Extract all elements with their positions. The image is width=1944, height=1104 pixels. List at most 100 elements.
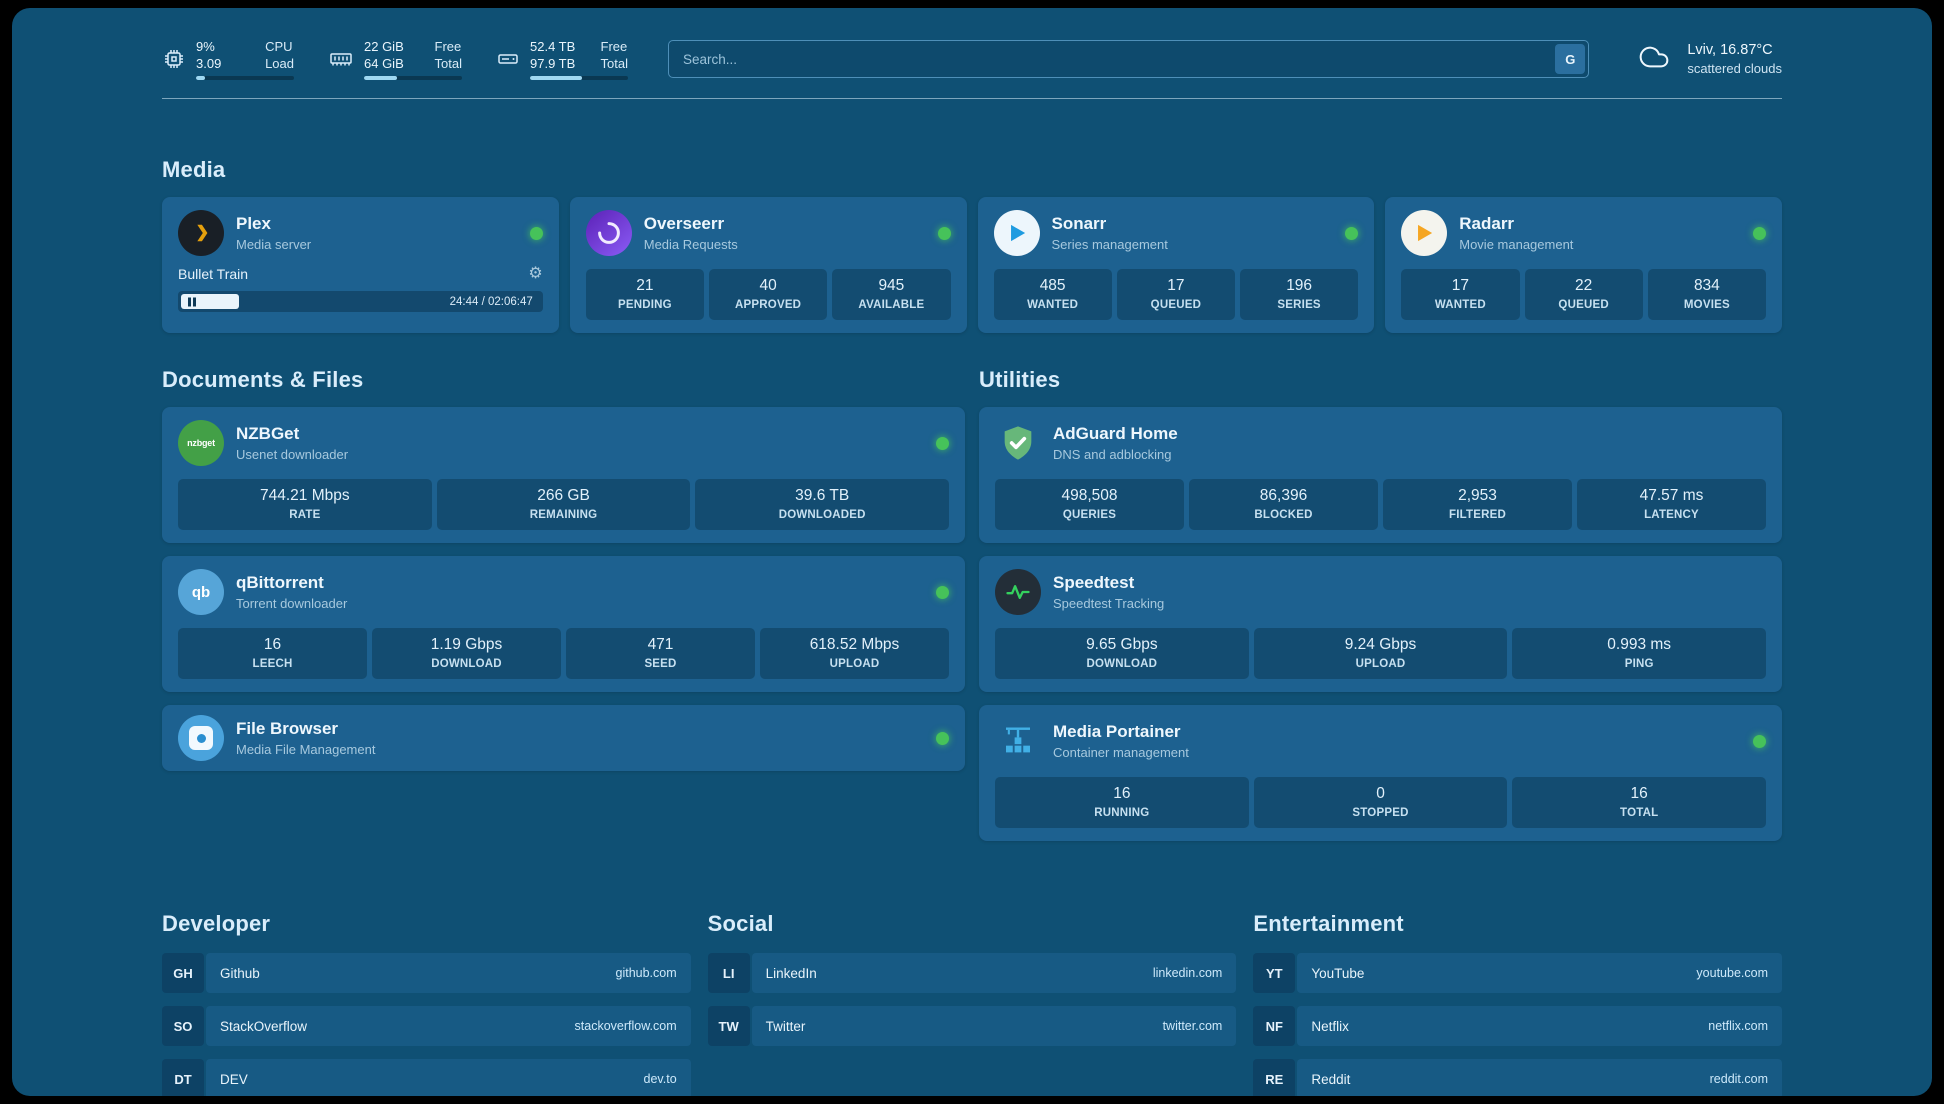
- stat-label: MOVIES: [1683, 299, 1730, 311]
- bookmark-netflix[interactable]: NF Netflix netflix.com: [1253, 1006, 1782, 1046]
- weather-condition: scattered clouds: [1687, 61, 1782, 76]
- stat-value: 22: [1575, 277, 1593, 294]
- twitter-icon: TW: [707, 1006, 750, 1046]
- stat-box: 21 PENDING: [585, 269, 704, 320]
- settings-gear-icon[interactable]: ⚙: [528, 265, 543, 282]
- app-name: Speedtest: [1053, 573, 1135, 592]
- bookmark-name: StackOverflow: [220, 1018, 308, 1034]
- section-social: Social LI LinkedIn linkedin.com TW Twitt…: [707, 911, 1237, 1046]
- pause-icon[interactable]: [188, 297, 196, 306]
- app-name: Radarr: [1459, 214, 1515, 233]
- stat-value: 86,396: [1259, 487, 1308, 504]
- stat-value: 498,508: [1061, 487, 1118, 504]
- stat-box: 1.19 Gbps DOWNLOAD: [372, 628, 561, 679]
- bookmark-name: Twitter: [765, 1018, 806, 1034]
- sonarr-icon: [993, 210, 1040, 256]
- bookmark-twitter[interactable]: TW Twitter twitter.com: [707, 1006, 1237, 1046]
- bookmark-github[interactable]: GH Github github.com: [162, 953, 691, 993]
- stat-box: 86,396 BLOCKED: [1189, 479, 1378, 530]
- weather-widget: Lviv, 16.87°C scattered clouds: [1633, 41, 1782, 78]
- developer-section-title: Developer: [162, 911, 271, 936]
- stat-value: 9.24 Gbps: [1344, 636, 1417, 653]
- stat-value: 834: [1693, 277, 1720, 294]
- status-dot: [936, 436, 949, 450]
- app-subtitle: Media File Management: [236, 742, 376, 757]
- bookmark-stackoverflow[interactable]: SO StackOverflow stackoverflow.com: [162, 1006, 691, 1046]
- app-card-adguard[interactable]: AdGuard Home DNS and adblocking 498,508 …: [979, 407, 1782, 543]
- search-input[interactable]: [683, 51, 1556, 67]
- status-dot: [937, 226, 951, 240]
- disk-progress-track: [530, 76, 628, 80]
- stat-label: QUEUED: [1558, 299, 1609, 311]
- app-card-portainer[interactable]: Media Portainer Container management 16 …: [979, 705, 1782, 841]
- disk-total-value: 97.9 TB: [530, 56, 576, 71]
- app-subtitle: Container management: [1053, 745, 1189, 760]
- netflix-icon: NF: [1253, 1006, 1296, 1046]
- speedtest-icon: [995, 569, 1041, 615]
- cpu-load-value: 3.09: [196, 56, 222, 71]
- stat-label: BLOCKED: [1254, 509, 1313, 521]
- stat-label: TOTAL: [1620, 807, 1659, 819]
- stat-label: WANTED: [1434, 299, 1486, 311]
- app-name: Sonarr: [1051, 214, 1107, 233]
- app-card-sonarr[interactable]: Sonarr Series management 485 WANTED 17 Q…: [977, 197, 1375, 333]
- bookmark-name: LinkedIn: [765, 965, 817, 981]
- weather-location: Lviv, 16.87°C: [1687, 42, 1773, 58]
- stat-label: STOPPED: [1352, 807, 1409, 819]
- bookmark-url: dev.to: [643, 1072, 677, 1086]
- seek-bar[interactable]: 24:44 / 02:06:47: [178, 291, 543, 312]
- status-dot: [936, 585, 949, 599]
- stat-value: 16: [1113, 785, 1131, 802]
- bookmark-url: twitter.com: [1162, 1019, 1223, 1033]
- memory-free-value: 22 GiB: [364, 39, 404, 54]
- stat-value: 47.57 ms: [1639, 487, 1704, 504]
- cpu-widget: 9% 3.09 CPU Load: [162, 38, 294, 80]
- stat-label: LEECH: [252, 658, 293, 670]
- cloud-icon: [1633, 41, 1675, 78]
- app-subtitle: Movie management: [1459, 237, 1574, 252]
- now-playing-title: Bullet Train: [178, 266, 249, 282]
- stat-box: 47.57 ms LATENCY: [1577, 479, 1766, 530]
- stat-value: 9.65 Gbps: [1086, 636, 1158, 653]
- bookmark-url: linkedin.com: [1152, 966, 1223, 980]
- app-card-qbittorrent[interactable]: qb qBittorrent Torrent downloader 16 LEE…: [162, 556, 965, 692]
- bookmark-dev[interactable]: DT DEV dev.to: [162, 1059, 691, 1096]
- app-name: Overseerr: [643, 214, 725, 233]
- app-card-radarr[interactable]: Radarr Movie management 17 WANTED 22 QUE…: [1385, 197, 1782, 333]
- bookmark-url: reddit.com: [1709, 1072, 1768, 1086]
- dev-icon: DT: [162, 1059, 204, 1096]
- app-name: qBittorrent: [236, 573, 324, 592]
- stat-value: 39.6 TB: [795, 487, 850, 504]
- bookmark-youtube[interactable]: YT YouTube youtube.com: [1253, 953, 1782, 993]
- stat-value: 16: [263, 636, 282, 653]
- app-card-nzbget[interactable]: nzbget NZBGet Usenet downloader 744.21 M…: [162, 407, 965, 543]
- status-dot: [1753, 734, 1766, 748]
- disk-widget: 52.4 TB 97.9 TB Free Total: [496, 38, 628, 80]
- app-subtitle: Torrent downloader: [236, 596, 348, 611]
- stat-box: 196 SERIES: [1240, 269, 1359, 320]
- cpu-percent: 9%: [196, 39, 215, 54]
- bookmark-linkedin[interactable]: LI LinkedIn linkedin.com: [707, 953, 1237, 993]
- stat-box: 40 APPROVED: [709, 269, 828, 320]
- stat-label: UPLOAD: [1355, 658, 1406, 670]
- app-subtitle: DNS and adblocking: [1053, 447, 1172, 462]
- search-engine-button[interactable]: G: [1555, 44, 1586, 74]
- bookmark-reddit[interactable]: RE Reddit reddit.com: [1253, 1059, 1782, 1096]
- stat-value: 16: [1630, 785, 1648, 802]
- stackoverflow-icon: SO: [162, 1006, 204, 1046]
- reddit-icon: RE: [1253, 1059, 1296, 1096]
- app-subtitle: Speedtest Tracking: [1053, 596, 1165, 611]
- playback-time: 24:44 / 02:06:47: [449, 295, 533, 308]
- cpu-progress-fill: [196, 76, 205, 80]
- bookmark-url: github.com: [615, 966, 677, 980]
- stat-box: 39.6 TB DOWNLOADED: [695, 479, 950, 530]
- stat-label: RUNNING: [1094, 807, 1150, 819]
- app-card-plex[interactable]: Plex Media server Bullet Train ⚙ 24:44 /…: [162, 197, 559, 333]
- search-bar[interactable]: G: [668, 40, 1590, 78]
- app-card-filebrowser[interactable]: File Browser Media File Management: [162, 705, 965, 771]
- stat-box: 9.24 Gbps UPLOAD: [1253, 628, 1508, 679]
- app-card-speedtest[interactable]: Speedtest Speedtest Tracking 9.65 Gbps D…: [979, 556, 1782, 692]
- stat-label: DOWNLOADED: [778, 509, 866, 521]
- app-card-overseerr[interactable]: Overseerr Media Requests 21 PENDING 40 A…: [569, 197, 967, 333]
- stat-box: 2,953 FILTERED: [1383, 479, 1572, 530]
